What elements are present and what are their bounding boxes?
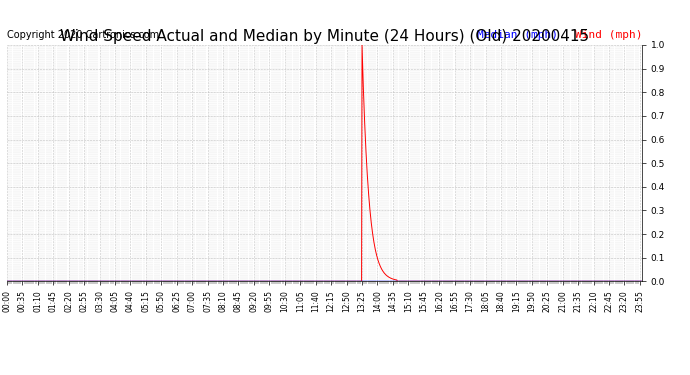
Title: Wind Speed Actual and Median by Minute (24 Hours) (Old) 20200415: Wind Speed Actual and Median by Minute (… (60, 29, 589, 44)
Text: Wind (mph): Wind (mph) (575, 30, 642, 40)
Text: Copyright 2020 Cartronics.com: Copyright 2020 Cartronics.com (7, 30, 159, 40)
Text: Median (mph): Median (mph) (477, 30, 558, 40)
